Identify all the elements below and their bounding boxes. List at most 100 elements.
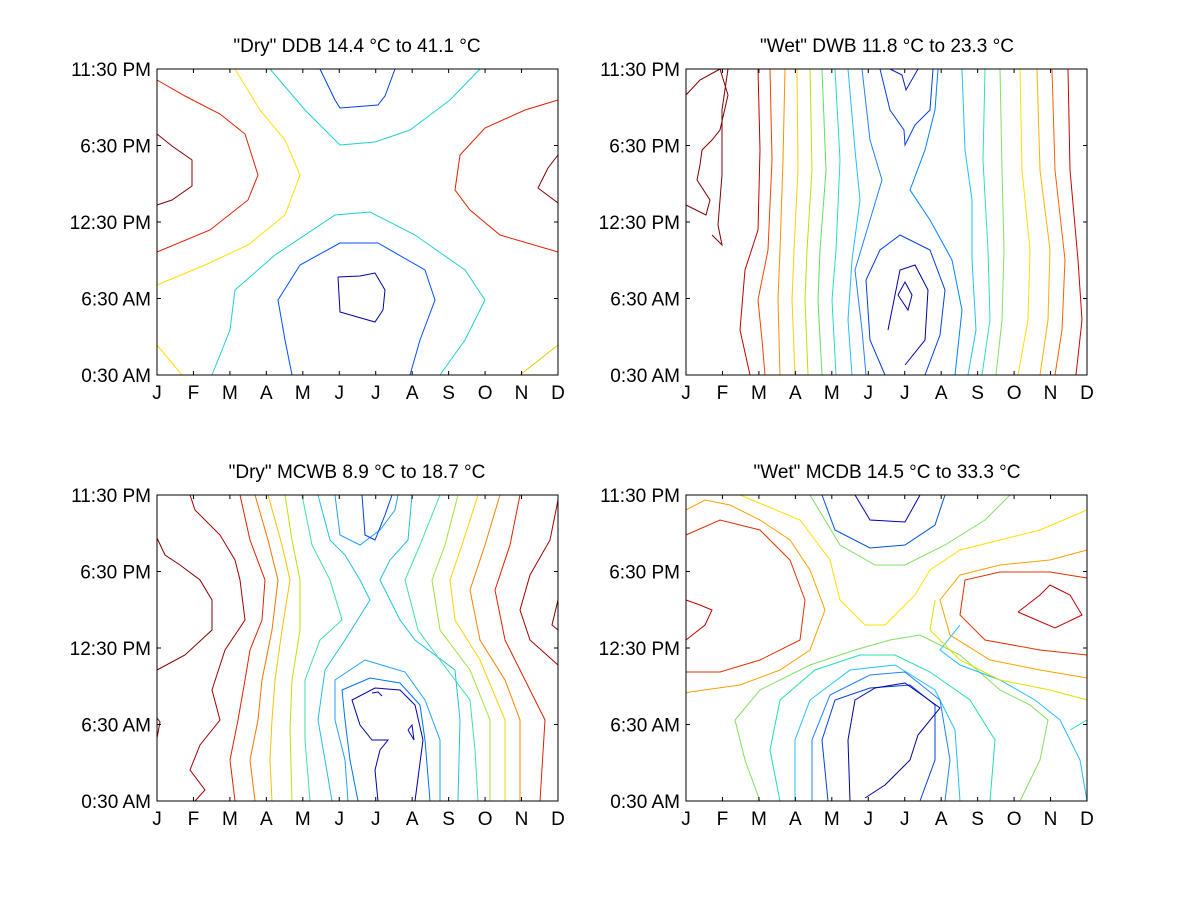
- x-tick-label: J: [681, 383, 691, 404]
- y-tick-label: 6:30 PM: [80, 563, 151, 584]
- contour-line: [804, 68, 813, 376]
- contour-line: [809, 494, 1011, 566]
- x-tick-label: J: [152, 809, 162, 830]
- x-tick-label: A: [935, 383, 948, 404]
- x-tick-label: J: [335, 809, 345, 830]
- contour-line: [847, 682, 941, 802]
- contour-line: [685, 599, 713, 641]
- contour-line: [897, 280, 913, 312]
- contour-line: [156, 344, 183, 376]
- y-tick-label: 12:30 PM: [70, 639, 151, 660]
- y-tick-label: 6:30 AM: [81, 290, 151, 311]
- contour-line: [1017, 68, 1031, 376]
- y-tick-label: 6:30 PM: [609, 563, 680, 584]
- x-tick-label: N: [515, 809, 529, 830]
- contour-lines: [685, 68, 1083, 376]
- x-tick-label: D: [1080, 809, 1094, 830]
- y-axis: 0:30 AM 6:30 AM 12:30 PM 6:30 PM 11:30 PM: [599, 486, 1087, 813]
- contour-line: [1067, 68, 1083, 376]
- x-tick-label: J: [864, 383, 874, 404]
- contour-lines: [685, 494, 1088, 802]
- x-tick-label: S: [971, 383, 984, 404]
- contour-line: [685, 519, 806, 673]
- contour-line: [794, 664, 961, 802]
- contour-line: [156, 68, 301, 286]
- contour-line: [817, 68, 827, 376]
- contour-line: [939, 624, 1088, 802]
- contour-line: [1051, 68, 1066, 376]
- x-tick-label: J: [864, 809, 874, 830]
- contour-panel-wet-mcdb: "Wet" MCDB 14.5 °C to 33.3 °C J F M A M J J A S O…: [599, 462, 1094, 830]
- y-tick-label: 11:30 PM: [71, 486, 151, 507]
- contour-line: [889, 68, 919, 92]
- x-tick-label: A: [260, 809, 273, 830]
- contour-line: [854, 494, 921, 523]
- contour-line: [361, 494, 393, 541]
- y-axis: 0:30 AM 6:30 AM 12:30 PM 6:30 PM 11:30 PM: [70, 486, 558, 813]
- x-tick-label: J: [335, 383, 345, 404]
- contour-line: [769, 654, 996, 802]
- panel-title: "Dry" MCWB 8.9 °C to 18.7 °C: [229, 462, 486, 483]
- y-tick-label: 0:30 AM: [81, 792, 151, 813]
- contour-line: [995, 68, 1005, 376]
- x-tick-label: M: [222, 383, 238, 404]
- contour-line: [981, 68, 991, 376]
- contour-panel-wet-dwb: "Wet" DWB 11.8 °C to 23.3 °C: [599, 36, 1094, 404]
- contour-line: [156, 79, 259, 253]
- contour-line: [284, 494, 301, 802]
- x-tick-label: S: [442, 809, 455, 830]
- x-tick-label: A: [406, 383, 419, 404]
- contour-line: [739, 494, 1088, 626]
- y-axis: 0:30 AM 6:30 AM 12:30 PM 6:30 PM 11:30 PM: [599, 60, 1087, 387]
- contour-line: [519, 344, 559, 376]
- contour-line: [959, 571, 1088, 656]
- contour-line: [404, 494, 479, 802]
- contour-line: [685, 499, 826, 694]
- contour-line: [267, 494, 291, 802]
- x-tick-label: J: [371, 383, 381, 404]
- x-tick-label: A: [935, 809, 948, 830]
- x-tick-label: J: [900, 809, 910, 830]
- x-tick-label: M: [751, 383, 767, 404]
- contour-line: [961, 68, 977, 376]
- contour-line: [277, 242, 436, 376]
- x-tick-label: O: [478, 809, 493, 830]
- y-tick-label: 6:30 AM: [81, 716, 151, 737]
- contour-line: [551, 599, 559, 631]
- contour-line: [449, 494, 506, 801]
- contour-line: [351, 687, 424, 802]
- x-tick-label: O: [1007, 809, 1022, 830]
- x-tick-label: S: [442, 383, 455, 404]
- contour-lines: [156, 68, 559, 376]
- contour-line: [156, 133, 193, 206]
- contour-line: [229, 494, 266, 802]
- contour-line: [854, 68, 883, 376]
- y-tick-label: 12:30 PM: [599, 639, 680, 660]
- x-tick-label: J: [681, 809, 691, 830]
- x-tick-label: F: [717, 383, 729, 404]
- x-tick-label: A: [406, 809, 419, 830]
- contour-line: [431, 494, 491, 801]
- x-tick-label: D: [1080, 383, 1094, 404]
- contour-line: [879, 68, 934, 147]
- contour-line: [887, 264, 929, 366]
- contour-line: [337, 272, 386, 323]
- x-tick-label: M: [751, 809, 767, 830]
- contour-line: [189, 494, 246, 802]
- x-tick-label: J: [900, 383, 910, 404]
- contour-line: [791, 68, 799, 376]
- x-tick-label: J: [152, 383, 162, 404]
- x-tick-label: F: [188, 809, 200, 830]
- panel-title: "Wet" DWB 11.8 °C to 23.3 °C: [760, 36, 1014, 57]
- contour-line: [156, 717, 161, 739]
- y-tick-label: 6:30 PM: [80, 137, 151, 158]
- contour-line: [537, 154, 559, 204]
- y-tick-label: 0:30 AM: [610, 366, 680, 387]
- contour-line: [269, 68, 481, 146]
- x-tick-label: D: [551, 383, 565, 404]
- contour-line: [407, 723, 415, 741]
